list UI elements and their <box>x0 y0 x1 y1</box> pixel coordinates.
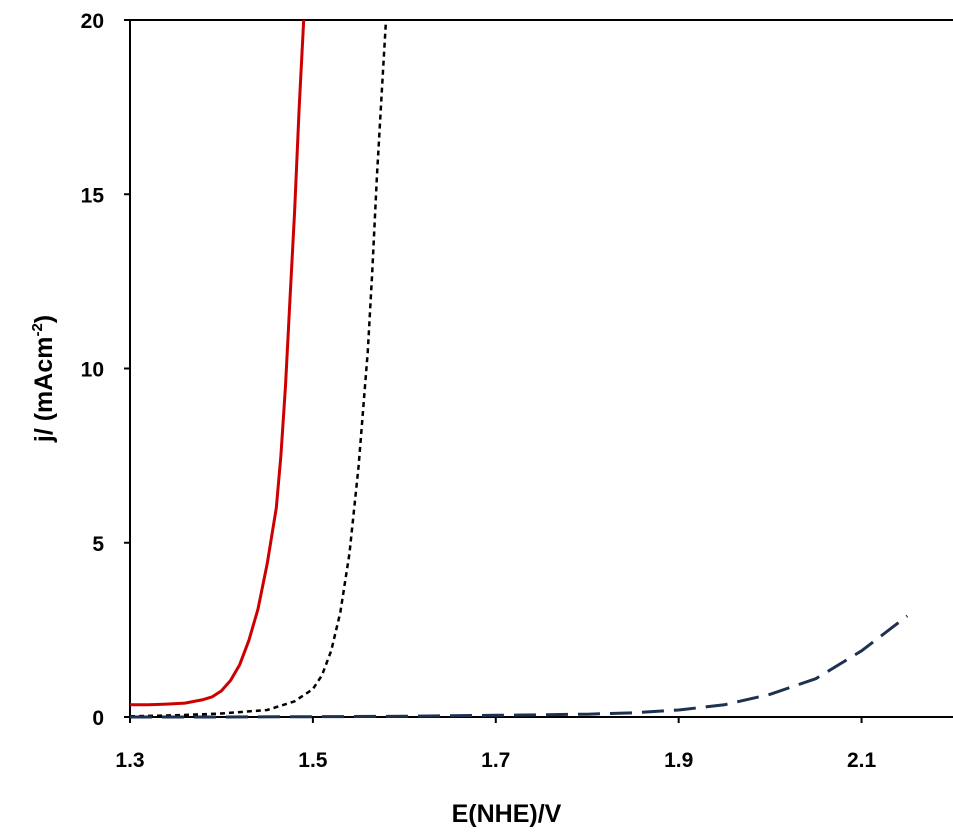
series-line-2 <box>129 19 388 718</box>
y-tick-label: 15 <box>81 184 105 207</box>
x-tick-label: 1.7 <box>481 749 510 772</box>
x-tick-label: 2.1 <box>847 749 877 772</box>
y-axis-title-main: j/ (mAcm <box>30 337 58 444</box>
y-tick-label: 0 <box>92 707 104 730</box>
x-ticks: 1.3 1.5 1.7 1.9 2.1 <box>115 717 876 772</box>
y-axis-title-close: ) <box>30 315 58 323</box>
x-tick-label: 1.3 <box>115 749 144 772</box>
x-axis-title: E(NHE)/V <box>452 800 562 828</box>
plot-area: 1.3 1.5 1.7 1.9 2.1 0 5 10 15 20 <box>81 10 953 772</box>
x-tick-label: 1.5 <box>298 749 328 772</box>
series-line-3 <box>130 614 909 719</box>
y-axis-title-superscript: -2 <box>29 323 46 336</box>
x-tick-label: 1.9 <box>664 749 693 772</box>
series-layer <box>129 19 909 719</box>
y-ticks: 0 5 10 15 20 <box>81 10 130 730</box>
y-tick-label: 10 <box>81 359 104 382</box>
y-tick-label: 20 <box>81 10 104 33</box>
y-tick-label: 5 <box>92 533 104 556</box>
y-axis-title: j/ (mAcm-2) <box>29 315 58 443</box>
series-line-1 <box>130 19 306 707</box>
